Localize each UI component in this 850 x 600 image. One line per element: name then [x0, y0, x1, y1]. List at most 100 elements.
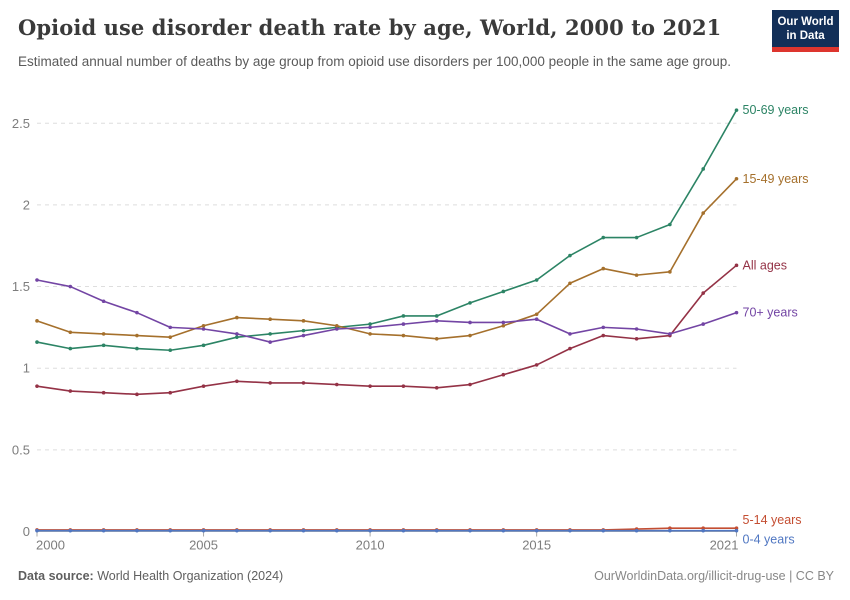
- series-marker-50-69-years-2008[interactable]: [301, 328, 306, 333]
- series-marker-15-49-years-2016[interactable]: [568, 281, 572, 286]
- series-marker-15-49-years-2008[interactable]: [301, 319, 306, 323]
- series-marker-50-69-years-2017[interactable]: [601, 235, 606, 240]
- series-marker-50-69-years-2013[interactable]: [468, 301, 472, 305]
- series-marker-0-4-years-2006[interactable]: [235, 528, 239, 533]
- series-marker-15-49-years-2014[interactable]: [501, 323, 506, 328]
- footer-credit-link[interactable]: OurWorldinData.org/illicit-drug-use | CC…: [594, 569, 834, 583]
- series-marker-70-years-2021[interactable]: [734, 310, 739, 315]
- series-marker-all-ages-2014[interactable]: [501, 372, 506, 377]
- series-marker-all-ages-2011[interactable]: [401, 384, 406, 388]
- series-marker-50-69-years-2010[interactable]: [368, 322, 372, 326]
- series-marker-0-4-years-2004[interactable]: [168, 528, 173, 533]
- series-marker-15-49-years-2013[interactable]: [468, 333, 472, 338]
- series-marker-50-69-years-2021[interactable]: [734, 108, 739, 112]
- series-marker-50-69-years-2005[interactable]: [201, 343, 206, 348]
- series-end-label-15-49-years[interactable]: 15-49 years: [743, 172, 809, 186]
- series-marker-15-49-years-2001[interactable]: [68, 330, 73, 335]
- series-marker-all-ages-2003[interactable]: [135, 392, 139, 397]
- series-marker-50-69-years-2007[interactable]: [268, 332, 272, 336]
- series-marker-50-69-years-2012[interactable]: [434, 314, 439, 318]
- series-marker-0-4-years-2018[interactable]: [634, 528, 639, 533]
- series-marker-all-ages-2018[interactable]: [634, 337, 639, 341]
- series-marker-0-4-years-2016[interactable]: [568, 528, 572, 533]
- series-marker-70-years-2000[interactable]: [35, 278, 39, 282]
- series-marker-all-ages-2021[interactable]: [734, 263, 739, 268]
- series-marker-0-4-years-2008[interactable]: [301, 528, 306, 533]
- series-marker-50-69-years-2003[interactable]: [135, 346, 139, 351]
- series-marker-50-69-years-2004[interactable]: [168, 348, 173, 353]
- series-marker-15-49-years-2009[interactable]: [334, 323, 339, 328]
- series-marker-0-4-years-2002[interactable]: [101, 528, 106, 533]
- series-marker-50-69-years-2000[interactable]: [35, 340, 39, 344]
- series-marker-50-69-years-2001[interactable]: [68, 346, 73, 351]
- series-marker-70-years-2007[interactable]: [268, 340, 272, 344]
- series-marker-15-49-years-2007[interactable]: [268, 317, 272, 322]
- series-marker-0-4-years-2015[interactable]: [534, 528, 539, 533]
- series-marker-50-69-years-2015[interactable]: [534, 278, 539, 282]
- series-marker-0-4-years-2021[interactable]: [734, 528, 739, 533]
- series-marker-all-ages-2015[interactable]: [534, 363, 539, 367]
- series-marker-15-49-years-2018[interactable]: [634, 273, 639, 277]
- series-marker-50-69-years-2019[interactable]: [668, 222, 672, 227]
- line-chart[interactable]: 0 0.5 1 1.5 2 2.5 2000 2005 2010 2015 2021 50-69 ye…: [0, 95, 850, 570]
- series-marker-70-years-2018[interactable]: [634, 327, 639, 331]
- series-marker-0-4-years-2020[interactable]: [701, 528, 705, 533]
- series-marker-all-ages-2004[interactable]: [168, 390, 173, 395]
- series-marker-0-4-years-2010[interactable]: [368, 528, 372, 533]
- series-end-label-50-69-years[interactable]: 50-69 years: [743, 103, 809, 117]
- series-marker-70-years-2019[interactable]: [668, 332, 672, 336]
- series-end-label-all-ages[interactable]: All ages: [743, 258, 787, 272]
- series-marker-0-4-years-2017[interactable]: [601, 528, 606, 533]
- series-marker-all-ages-2010[interactable]: [368, 384, 372, 388]
- series-marker-70-years-2012[interactable]: [434, 319, 439, 323]
- series-marker-15-49-years-2015[interactable]: [534, 312, 539, 317]
- series-marker-15-49-years-2012[interactable]: [434, 337, 439, 341]
- series-marker-50-69-years-2018[interactable]: [634, 235, 639, 240]
- series-marker-70-years-2001[interactable]: [68, 284, 73, 289]
- series-marker-0-4-years-2019[interactable]: [668, 528, 672, 533]
- series-marker-15-49-years-2010[interactable]: [368, 332, 372, 336]
- series-end-label-0-4-years[interactable]: 0-4 years: [743, 533, 795, 547]
- series-marker-0-4-years-2000[interactable]: [35, 528, 39, 533]
- series-marker-15-49-years-2021[interactable]: [734, 176, 739, 181]
- series-marker-50-69-years-2002[interactable]: [101, 343, 106, 348]
- series-marker-70-years-2004[interactable]: [168, 325, 173, 330]
- series-marker-70-years-2003[interactable]: [135, 310, 139, 315]
- series-marker-0-4-years-2007[interactable]: [268, 528, 272, 533]
- series-marker-15-49-years-2004[interactable]: [168, 335, 173, 339]
- series-marker-15-49-years-2011[interactable]: [401, 333, 406, 338]
- series-marker-all-ages-2016[interactable]: [568, 346, 572, 351]
- owid-logo[interactable]: Our World in Data: [772, 10, 839, 52]
- series-marker-15-49-years-2017[interactable]: [601, 266, 606, 271]
- series-marker-0-4-years-2005[interactable]: [201, 528, 206, 533]
- series-marker-all-ages-2009[interactable]: [334, 382, 339, 387]
- series-marker-15-49-years-2005[interactable]: [201, 323, 206, 328]
- series-marker-0-4-years-2013[interactable]: [468, 528, 472, 533]
- series-marker-0-4-years-2009[interactable]: [334, 528, 339, 533]
- series-marker-all-ages-2001[interactable]: [68, 389, 73, 393]
- series-marker-70-years-2011[interactable]: [401, 322, 406, 326]
- series-marker-70-years-2015[interactable]: [534, 317, 539, 322]
- series-marker-all-ages-2013[interactable]: [468, 382, 472, 387]
- series-marker-15-49-years-2003[interactable]: [135, 333, 139, 338]
- series-marker-50-69-years-2014[interactable]: [501, 289, 506, 294]
- series-marker-0-4-years-2001[interactable]: [68, 528, 73, 533]
- series-marker-15-49-years-2019[interactable]: [668, 270, 672, 274]
- series-marker-70-years-2014[interactable]: [501, 320, 506, 325]
- series-line-5-14-years[interactable]: [37, 527, 737, 531]
- series-marker-70-years-2002[interactable]: [101, 299, 106, 304]
- series-marker-70-years-2010[interactable]: [368, 325, 372, 330]
- series-line-all-ages[interactable]: [36, 264, 738, 396]
- series-line-15-49-years[interactable]: [36, 178, 738, 340]
- series-marker-70-years-2009[interactable]: [334, 327, 339, 331]
- series-marker-50-69-years-2011[interactable]: [401, 314, 406, 318]
- series-marker-all-ages-2007[interactable]: [268, 381, 272, 385]
- series-line-70-years[interactable]: [36, 279, 737, 343]
- series-marker-all-ages-2020[interactable]: [701, 291, 705, 295]
- series-marker-all-ages-2008[interactable]: [301, 381, 306, 385]
- series-marker-15-49-years-2000[interactable]: [35, 319, 39, 323]
- series-marker-all-ages-2002[interactable]: [101, 390, 106, 395]
- series-marker-70-years-2006[interactable]: [235, 332, 239, 336]
- series-marker-0-4-years-2014[interactable]: [501, 528, 506, 533]
- series-marker-all-ages-2017[interactable]: [601, 333, 606, 338]
